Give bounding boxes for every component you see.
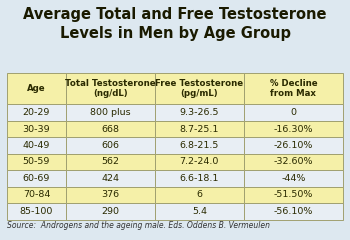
Bar xyxy=(66,73,155,104)
Bar xyxy=(244,154,343,170)
Bar xyxy=(155,104,244,121)
Bar xyxy=(244,203,343,220)
Text: 6.6-18.1: 6.6-18.1 xyxy=(180,174,219,183)
Bar xyxy=(66,187,155,203)
Text: -16.30%: -16.30% xyxy=(274,125,313,134)
Text: 7.2-24.0: 7.2-24.0 xyxy=(180,157,219,167)
Bar xyxy=(155,187,244,203)
Text: Free Testosterone
(pg/mL): Free Testosterone (pg/mL) xyxy=(155,79,243,98)
Bar xyxy=(66,104,155,121)
Bar xyxy=(7,170,66,187)
Text: 8.7-25.1: 8.7-25.1 xyxy=(180,125,219,134)
Text: 6.8-21.5: 6.8-21.5 xyxy=(180,141,219,150)
Text: -44%: -44% xyxy=(281,174,306,183)
Text: -32.60%: -32.60% xyxy=(274,157,313,167)
Bar xyxy=(7,104,66,121)
Bar xyxy=(7,187,66,203)
Text: 60-69: 60-69 xyxy=(23,174,50,183)
Bar xyxy=(244,187,343,203)
Bar xyxy=(244,170,343,187)
Bar xyxy=(66,121,155,137)
Text: 0: 0 xyxy=(290,108,296,117)
Text: 424: 424 xyxy=(101,174,119,183)
Text: 9.3-26.5: 9.3-26.5 xyxy=(180,108,219,117)
Bar xyxy=(244,104,343,121)
Bar xyxy=(244,121,343,137)
Text: Age: Age xyxy=(27,84,46,93)
Text: 6: 6 xyxy=(196,190,202,199)
Bar xyxy=(155,203,244,220)
Bar xyxy=(155,73,244,104)
Text: 562: 562 xyxy=(101,157,119,167)
Text: Source:  Androgens and the ageing male. Eds. Oddens B. Vermeulen: Source: Androgens and the ageing male. E… xyxy=(7,221,270,230)
Bar xyxy=(155,154,244,170)
Text: 20-29: 20-29 xyxy=(23,108,50,117)
Text: 290: 290 xyxy=(101,207,119,216)
Bar xyxy=(7,203,66,220)
Bar xyxy=(7,121,66,137)
Bar xyxy=(66,137,155,154)
Text: % Decline
from Max: % Decline from Max xyxy=(270,79,317,98)
Bar xyxy=(66,203,155,220)
Bar xyxy=(66,170,155,187)
Bar xyxy=(155,137,244,154)
Text: 606: 606 xyxy=(101,141,119,150)
Text: 800 plus: 800 plus xyxy=(90,108,131,117)
Text: -51.50%: -51.50% xyxy=(274,190,313,199)
Text: -26.10%: -26.10% xyxy=(274,141,313,150)
Text: 85-100: 85-100 xyxy=(20,207,53,216)
Bar xyxy=(7,154,66,170)
Text: 50-59: 50-59 xyxy=(23,157,50,167)
Bar xyxy=(7,137,66,154)
Text: 30-39: 30-39 xyxy=(23,125,50,134)
Text: 70-84: 70-84 xyxy=(23,190,50,199)
Text: 5.4: 5.4 xyxy=(192,207,207,216)
Text: 668: 668 xyxy=(101,125,119,134)
Bar xyxy=(244,137,343,154)
Text: Average Total and Free Testosterone
Levels in Men by Age Group: Average Total and Free Testosterone Leve… xyxy=(23,7,327,41)
Bar xyxy=(155,121,244,137)
Text: 376: 376 xyxy=(101,190,119,199)
Text: -56.10%: -56.10% xyxy=(274,207,313,216)
Bar xyxy=(66,154,155,170)
Text: 40-49: 40-49 xyxy=(23,141,50,150)
Bar xyxy=(155,170,244,187)
Bar xyxy=(244,73,343,104)
Text: Total Testosterone
(ng/dL): Total Testosterone (ng/dL) xyxy=(65,79,156,98)
Bar xyxy=(7,73,66,104)
